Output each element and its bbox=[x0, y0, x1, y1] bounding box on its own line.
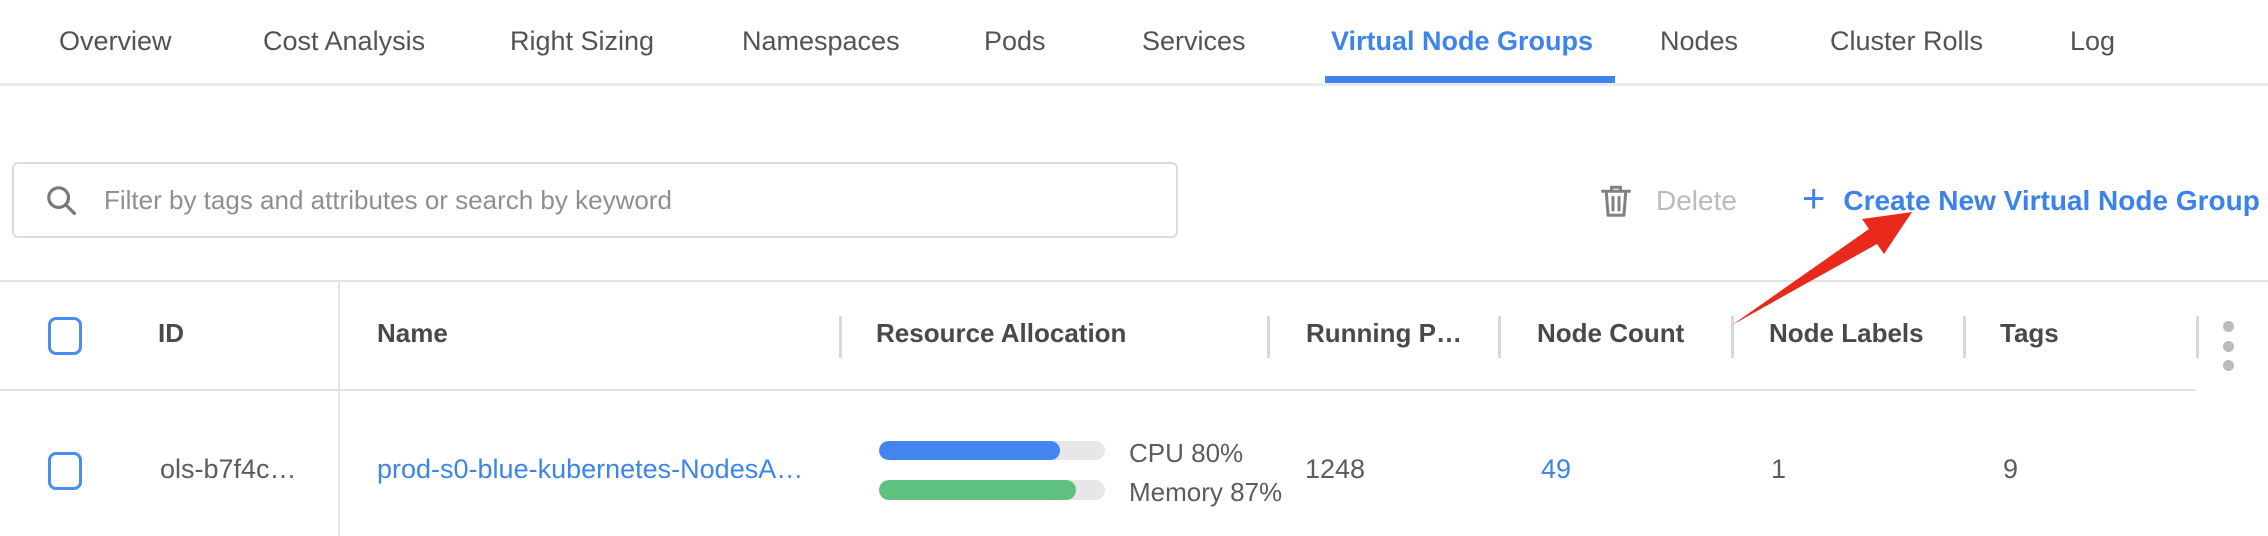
row-checkbox[interactable] bbox=[48, 452, 82, 490]
tab-bar: Overview Cost Analysis Right Sizing Name… bbox=[0, 0, 2268, 86]
id-name-column-divider bbox=[338, 282, 340, 536]
create-new-vng-button[interactable]: + Create New Virtual Node Group bbox=[1802, 174, 2260, 228]
tab-label: Right Sizing bbox=[510, 26, 655, 56]
tab-label: Overview bbox=[59, 26, 172, 56]
delete-button[interactable]: Delete bbox=[1598, 174, 1737, 228]
row-tags-cell: 9 bbox=[2003, 454, 2019, 484]
column-divider bbox=[1498, 316, 1501, 358]
tab-label: Cluster Rolls bbox=[1830, 26, 1984, 56]
tab-cost-analysis[interactable]: Cost Analysis bbox=[263, 0, 425, 83]
row-node-labels-cell: 1 bbox=[1771, 454, 1787, 484]
active-tab-indicator bbox=[1325, 76, 1615, 83]
tab-namespaces[interactable]: Namespaces bbox=[742, 0, 900, 83]
tab-label: Cost Analysis bbox=[263, 26, 426, 56]
kebab-dot bbox=[2222, 340, 2234, 352]
cpu-usage-bar bbox=[879, 441, 1105, 460]
tab-overview[interactable]: Overview bbox=[59, 0, 172, 83]
tab-virtual-node-groups[interactable]: Virtual Node Groups bbox=[1331, 0, 1593, 83]
tab-log[interactable]: Log bbox=[2070, 0, 2115, 83]
column-divider bbox=[1731, 316, 1734, 358]
cpu-usage-label: CPU 80% bbox=[1129, 438, 1244, 468]
column-header-running-pods[interactable]: Running P… bbox=[1306, 318, 1462, 348]
search-icon bbox=[47, 186, 77, 216]
row-id-cell: ols-b7f4c… bbox=[160, 454, 297, 484]
filter-input[interactable] bbox=[102, 183, 1156, 217]
memory-usage-label: Memory 87% bbox=[1129, 477, 1283, 507]
plus-icon: + bbox=[1802, 177, 1826, 221]
delete-label: Delete bbox=[1656, 185, 1737, 216]
header-bottom-border bbox=[0, 389, 2196, 391]
column-header-node-count[interactable]: Node Count bbox=[1537, 318, 1685, 348]
tab-label: Services bbox=[1142, 26, 1246, 56]
tab-cluster-rolls[interactable]: Cluster Rolls bbox=[1830, 0, 1983, 83]
tabbar-divider bbox=[0, 83, 2268, 86]
column-divider bbox=[1267, 316, 1270, 358]
tab-label: Virtual Node Groups bbox=[1331, 26, 1594, 56]
tab-label: Pods bbox=[984, 26, 1046, 56]
row-running-pods-cell: 1248 bbox=[1305, 454, 1366, 484]
kebab-dot bbox=[2222, 321, 2234, 332]
column-header-name[interactable]: Name bbox=[377, 318, 448, 348]
memory-usage-bar-fill bbox=[879, 480, 1076, 500]
filter-search-box[interactable] bbox=[12, 162, 1178, 238]
create-new-vng-label: Create New Virtual Node Group bbox=[1843, 185, 2260, 216]
column-header-tags[interactable]: Tags bbox=[2000, 318, 2059, 348]
column-divider bbox=[2196, 316, 2199, 358]
row-name-link[interactable]: prod-s0-blue-kubernetes-NodesA… bbox=[377, 454, 804, 484]
tab-right-sizing[interactable]: Right Sizing bbox=[510, 0, 654, 83]
column-divider bbox=[1963, 316, 1966, 358]
tab-label: Namespaces bbox=[742, 26, 900, 56]
tab-services[interactable]: Services bbox=[1142, 0, 1246, 83]
tab-pods[interactable]: Pods bbox=[984, 0, 1046, 83]
column-header-node-labels[interactable]: Node Labels bbox=[1769, 318, 1924, 348]
memory-usage-bar bbox=[879, 480, 1105, 500]
row-node-count-link[interactable]: 49 bbox=[1541, 454, 1572, 484]
column-header-resource-allocation[interactable]: Resource Allocation bbox=[876, 318, 1127, 348]
tab-nodes[interactable]: Nodes bbox=[1660, 0, 1738, 83]
table-top-border bbox=[0, 280, 2268, 282]
column-header-id[interactable]: ID bbox=[158, 318, 184, 348]
tab-label: Nodes bbox=[1660, 26, 1739, 56]
select-all-checkbox[interactable] bbox=[48, 317, 82, 355]
column-divider bbox=[839, 316, 842, 358]
cpu-usage-bar-fill bbox=[879, 441, 1060, 460]
column-settings-menu-icon[interactable] bbox=[2216, 321, 2240, 371]
kebab-dot bbox=[2222, 360, 2234, 371]
tab-label: Log bbox=[2070, 26, 2116, 56]
trash-icon bbox=[1601, 185, 1631, 217]
